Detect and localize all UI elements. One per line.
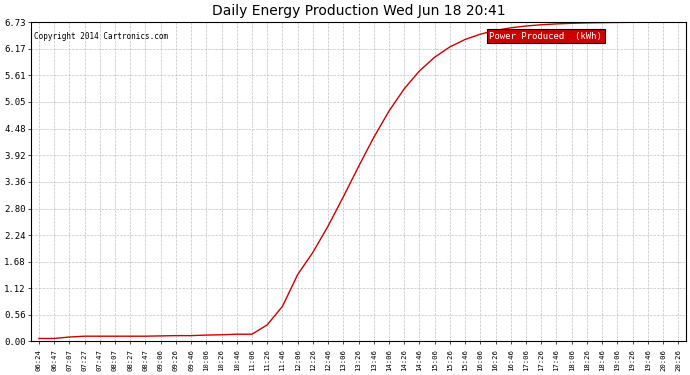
Text: Power Produced  (kWh): Power Produced (kWh) xyxy=(489,32,602,40)
Text: Copyright 2014 Cartronics.com: Copyright 2014 Cartronics.com xyxy=(34,32,168,40)
Title: Daily Energy Production Wed Jun 18 20:41: Daily Energy Production Wed Jun 18 20:41 xyxy=(212,4,505,18)
